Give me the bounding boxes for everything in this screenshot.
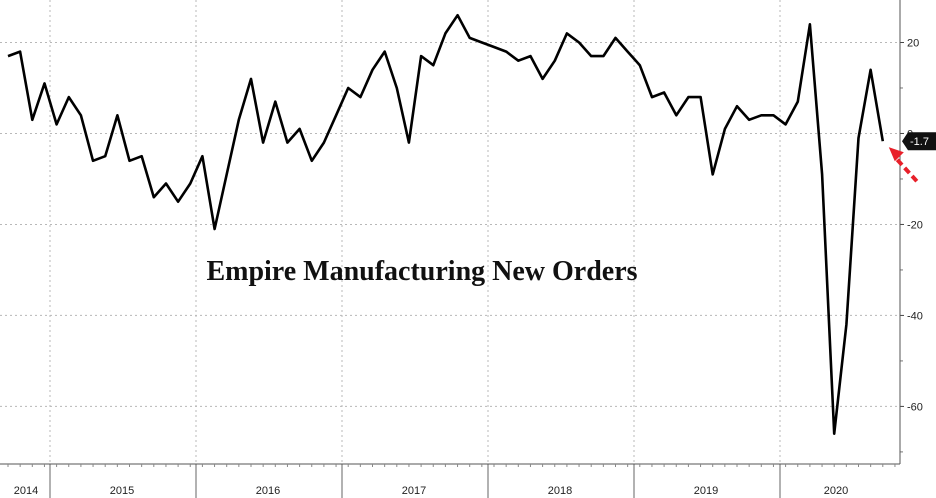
x-tick-label: 2019 [694, 485, 718, 497]
y-tick-label: -40 [907, 310, 923, 322]
last-value-badge: -1.7 [902, 132, 936, 151]
chart-title: Empire Manufacturing New Orders [206, 256, 637, 287]
y-axis: 200-20-40-60 [899, 0, 923, 464]
last-value-label: -1.7 [910, 136, 929, 148]
y-tick-label: -60 [907, 401, 923, 413]
last-value-badge-shape [902, 132, 936, 151]
x-tick-label: 2018 [548, 485, 572, 497]
x-axis: 2014 2015 2016 2017 2018 2019 2020 [0, 463, 900, 498]
x-tick-label: 2020 [824, 485, 848, 497]
x-tick-label: 2017 [402, 485, 426, 497]
chart-grid [0, 0, 900, 464]
x-tick-label: 2015 [110, 485, 134, 497]
y-tick-label: 20 [907, 37, 919, 49]
y-tick-label: -20 [907, 219, 923, 231]
series-layer [7, 13, 885, 436]
arrow-shaft [895, 157, 919, 183]
x-tick-label: 2016 [256, 485, 280, 497]
pointer-arrow-icon [888, 147, 919, 183]
x-tick-label: 2014 [14, 485, 38, 497]
series-line [7, 13, 885, 436]
arrow-head [888, 147, 904, 162]
